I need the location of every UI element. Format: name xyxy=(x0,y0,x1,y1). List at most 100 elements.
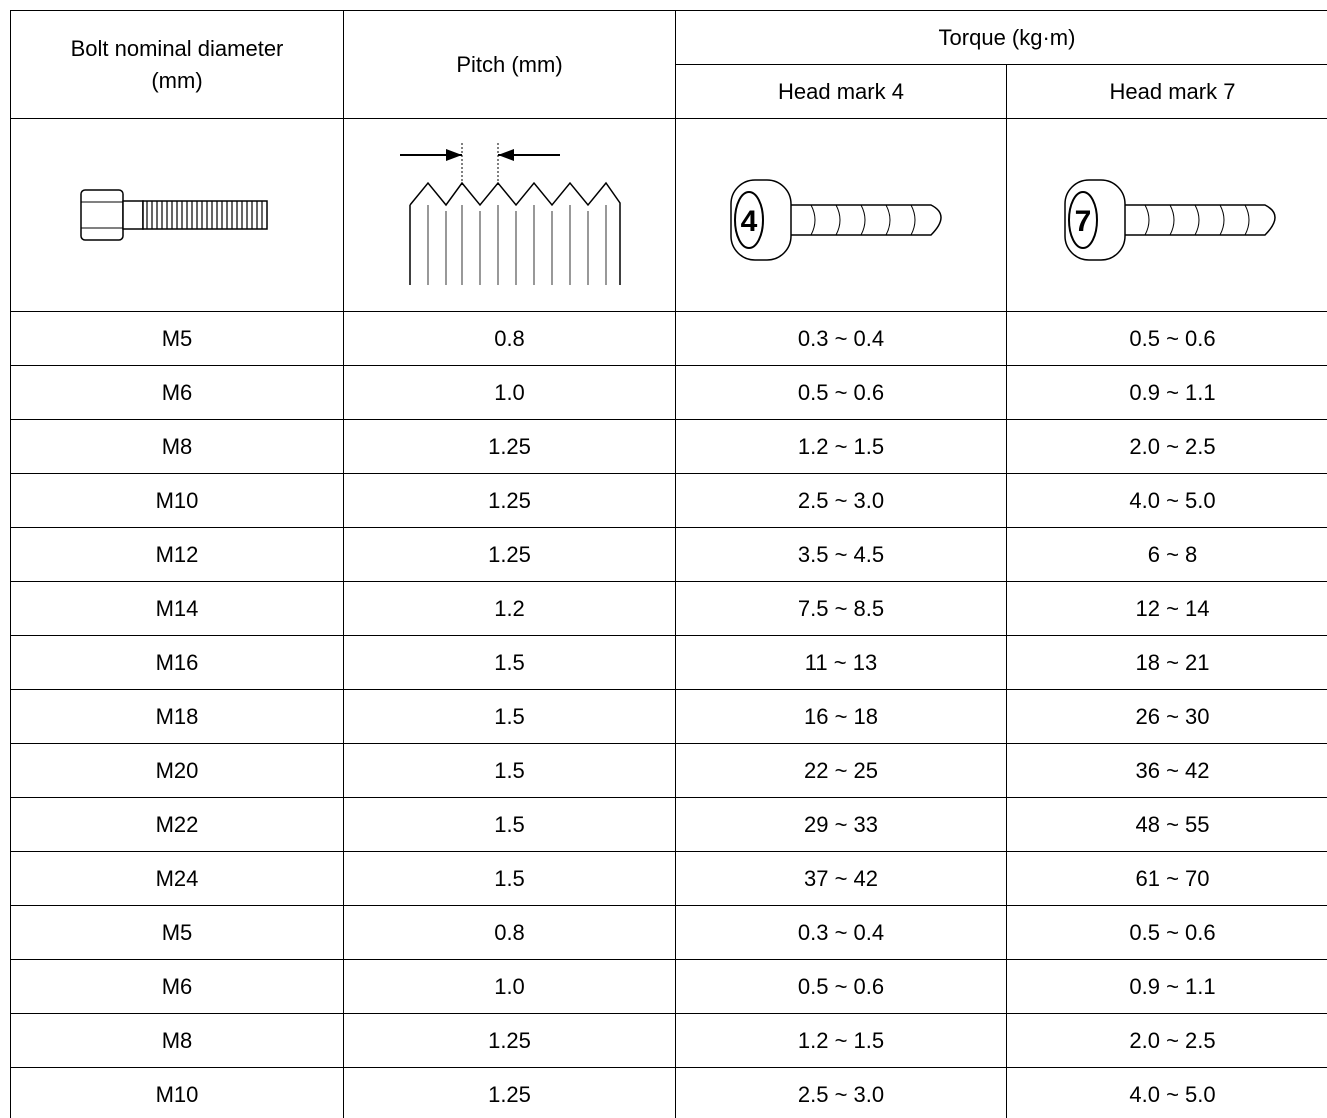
cell-text: M6 xyxy=(162,380,193,406)
cell-text: 1.25 xyxy=(488,1028,531,1054)
table-cell: M10 xyxy=(11,1068,344,1118)
cell-text: 12 ~ 14 xyxy=(1007,596,1327,622)
cell-text: 1.5 xyxy=(494,650,525,676)
table-cell: 1.0 xyxy=(344,960,676,1014)
table-cell: 0.3 ~ 0.4 xyxy=(676,906,1007,960)
table-cell: 1.5 xyxy=(344,744,676,798)
cell-text: 6 ~ 8 xyxy=(1007,542,1327,568)
cell-text: 0.3 ~ 0.4 xyxy=(798,920,884,946)
table-cell: M10 xyxy=(11,474,344,528)
table-cell: 0.9 ~ 1.1 xyxy=(1007,366,1327,420)
cell-text: 18 ~ 21 xyxy=(1007,650,1327,676)
cell-text: 2.5 ~ 3.0 xyxy=(798,1082,884,1108)
cell-text: M8 xyxy=(162,1028,193,1054)
cell-text: 37 ~ 42 xyxy=(804,866,878,892)
cell-text: 1.0 xyxy=(494,380,525,406)
header-text: Head mark 7 xyxy=(1007,79,1327,105)
table-cell: 29 ~ 33 xyxy=(676,798,1007,852)
cell-text: 48 ~ 55 xyxy=(1007,812,1327,838)
table-cell: 1.25 xyxy=(344,420,676,474)
cell-text: 1.5 xyxy=(494,812,525,838)
table-cell: 1.25 xyxy=(344,528,676,582)
table-cell: 1.2 ~ 1.5 xyxy=(676,420,1007,474)
cell-text: M18 xyxy=(156,704,199,730)
cell-text: 3.5 ~ 4.5 xyxy=(798,542,884,568)
table-cell: 6 ~ 8 xyxy=(1007,528,1327,582)
cell-text: 61 ~ 70 xyxy=(1007,866,1327,892)
image-cell xyxy=(11,119,344,312)
cell-text: 2.5 ~ 3.0 xyxy=(798,488,884,514)
table-cell: 2.0 ~ 2.5 xyxy=(1007,1014,1327,1068)
cell-text: 1.25 xyxy=(488,542,531,568)
table-cell: 1.5 xyxy=(344,690,676,744)
table-cell: M20 xyxy=(11,744,344,798)
table-cell: 0.5 ~ 0.6 xyxy=(676,366,1007,420)
table-cell: 18 ~ 21 xyxy=(1007,636,1327,690)
cell-text: 2.0 ~ 2.5 xyxy=(1007,1028,1327,1054)
header-cell: Bolt nominal diameter (mm) xyxy=(11,11,344,119)
header-cell: Pitch (mm) xyxy=(344,11,676,119)
table-cell: 16 ~ 18 xyxy=(676,690,1007,744)
header-text: Torque (kg·m) xyxy=(676,25,1327,51)
cell-text: 4.0 ~ 5.0 xyxy=(1007,1082,1327,1108)
table-cell: 48 ~ 55 xyxy=(1007,798,1327,852)
cell-text: 36 ~ 42 xyxy=(1007,758,1327,784)
cell-text: 0.8 xyxy=(494,326,525,352)
table-cell: M18 xyxy=(11,690,344,744)
table-cell: 1.25 xyxy=(344,474,676,528)
cell-text: 7.5 ~ 8.5 xyxy=(798,596,884,622)
table-cell: 1.2 xyxy=(344,582,676,636)
table-cell: M16 xyxy=(11,636,344,690)
table-cell: 2.0 ~ 2.5 xyxy=(1007,420,1327,474)
table-cell: 4.0 ~ 5.0 xyxy=(1007,1068,1327,1118)
table-cell: 1.5 xyxy=(344,636,676,690)
table-cell: M6 xyxy=(11,960,344,1014)
table-cell: 0.8 xyxy=(344,906,676,960)
cell-text: M10 xyxy=(156,1082,199,1108)
cell-text: M12 xyxy=(156,542,199,568)
image-cell xyxy=(344,119,676,312)
head-mark-symbol: 4 xyxy=(741,205,758,238)
cell-text: 1.25 xyxy=(488,488,531,514)
cell-text: 0.9 ~ 1.1 xyxy=(1007,974,1327,1000)
cell-text: M22 xyxy=(156,812,199,838)
table-cell: 61 ~ 70 xyxy=(1007,852,1327,906)
cell-text: 1.2 ~ 1.5 xyxy=(798,1028,884,1054)
table-cell: 0.5 ~ 0.6 xyxy=(1007,906,1327,960)
table-cell: 1.25 xyxy=(344,1014,676,1068)
cell-text: 1.2 ~ 1.5 xyxy=(798,434,884,460)
cell-text: M14 xyxy=(156,596,199,622)
cell-text: M10 xyxy=(156,488,199,514)
table-cell: 0.9 ~ 1.1 xyxy=(1007,960,1327,1014)
cell-text: M24 xyxy=(156,866,199,892)
cell-text: 0.5 ~ 0.6 xyxy=(798,380,884,406)
cell-text: 1.2 xyxy=(494,596,525,622)
header-cell: Head mark 4 xyxy=(676,65,1007,119)
cell-text: 1.0 xyxy=(494,974,525,1000)
table-cell: 0.8 xyxy=(344,312,676,366)
table-cell: 7.5 ~ 8.5 xyxy=(676,582,1007,636)
head-mark-symbol: 7 xyxy=(1075,205,1092,238)
cell-text: 1.25 xyxy=(488,1082,531,1108)
table-cell: M6 xyxy=(11,366,344,420)
cell-text: 0.8 xyxy=(494,920,525,946)
table-cell: 0.5 ~ 0.6 xyxy=(676,960,1007,1014)
header-text: Head mark 4 xyxy=(778,79,904,105)
header-text: Pitch (mm) xyxy=(456,52,562,78)
cell-text: 1.25 xyxy=(488,434,531,460)
image-cell: 7 xyxy=(1007,119,1327,312)
cell-text: 22 ~ 25 xyxy=(804,758,878,784)
cell-text: M5 xyxy=(162,326,193,352)
table-cell: 12 ~ 14 xyxy=(1007,582,1327,636)
table-cell: 0.5 ~ 0.6 xyxy=(1007,312,1327,366)
table-cell: M8 xyxy=(11,1014,344,1068)
table-cell: M14 xyxy=(11,582,344,636)
header-cell: Head mark 7 xyxy=(1007,65,1327,119)
table-cell: M5 xyxy=(11,312,344,366)
cell-text: M8 xyxy=(162,434,193,460)
cell-text: 0.5 ~ 0.6 xyxy=(1007,326,1327,352)
cell-text: 0.3 ~ 0.4 xyxy=(798,326,884,352)
table-cell: 1.2 ~ 1.5 xyxy=(676,1014,1007,1068)
cell-text: M6 xyxy=(162,974,193,1000)
cell-text: 4.0 ~ 5.0 xyxy=(1007,488,1327,514)
